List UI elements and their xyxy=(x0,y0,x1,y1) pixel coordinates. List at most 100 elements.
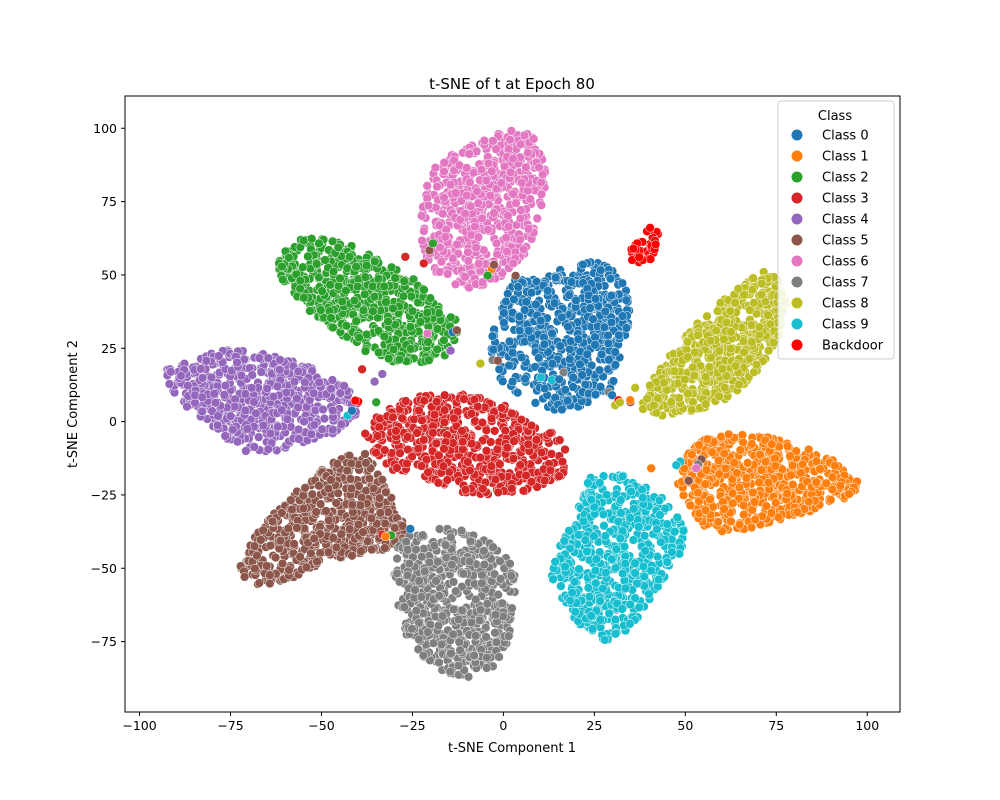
scatter-point xyxy=(397,521,408,531)
scatter-point xyxy=(516,415,527,425)
scatter-point xyxy=(465,536,476,546)
scatter-point xyxy=(496,403,507,413)
scatter-point xyxy=(773,512,784,522)
scatter-point xyxy=(507,484,517,494)
scatter-point xyxy=(844,489,854,499)
scatter-point xyxy=(464,149,474,159)
scatter-point xyxy=(562,396,573,406)
scatter-point xyxy=(197,373,208,383)
scatter-point xyxy=(504,360,514,371)
scatter-point xyxy=(439,166,449,177)
scatter-point xyxy=(459,394,469,404)
scatter-point xyxy=(388,412,398,422)
series-class-2 xyxy=(274,234,462,367)
scatter-point xyxy=(536,189,547,199)
scatter-point xyxy=(460,272,470,282)
scatter-point xyxy=(416,592,427,602)
scatter-point xyxy=(250,563,260,574)
scatter-point xyxy=(267,516,278,527)
scatter-point xyxy=(796,468,806,478)
scatter-point xyxy=(463,256,473,266)
scatter-point xyxy=(713,455,724,466)
scatter-point xyxy=(719,504,729,514)
scatter-point xyxy=(381,297,391,307)
scatter-point xyxy=(434,524,445,534)
scatter-point xyxy=(230,401,240,412)
scatter-point xyxy=(687,450,697,460)
scatter-point xyxy=(417,211,427,221)
scatter-point xyxy=(453,614,464,625)
scatter-point xyxy=(214,351,224,361)
scatter-point xyxy=(375,508,385,518)
scatter-point xyxy=(417,552,427,562)
series-class-1 xyxy=(673,429,862,536)
scatter-point xyxy=(467,617,477,628)
scatter-point xyxy=(748,487,758,498)
scatter-point xyxy=(760,457,771,467)
scatter-point xyxy=(509,294,519,305)
scatter-point xyxy=(326,475,336,485)
scatter-point xyxy=(399,602,409,612)
scatter-point xyxy=(487,331,498,341)
scatter-point xyxy=(782,441,793,451)
scatter-point xyxy=(176,371,186,381)
scatter-point xyxy=(401,396,411,406)
scatter-point xyxy=(707,447,717,457)
scatter-point xyxy=(434,657,444,668)
scatter-point xyxy=(490,610,501,620)
scatter-point xyxy=(374,493,385,503)
scatter-point xyxy=(265,578,275,589)
scatter-point xyxy=(557,404,567,415)
scatter-point xyxy=(414,634,424,645)
scatter-point xyxy=(573,334,584,344)
scatter-point xyxy=(694,440,704,450)
scatter-point xyxy=(366,513,377,524)
scatter-point xyxy=(439,444,449,454)
scatter-point xyxy=(462,190,472,201)
scatter-point xyxy=(454,637,464,647)
scatter-point xyxy=(727,474,737,484)
scatter-point xyxy=(497,598,507,608)
scatter-point xyxy=(577,370,587,380)
scatter-point xyxy=(531,435,542,445)
scatter-point xyxy=(283,523,293,534)
scatter-point xyxy=(770,461,780,471)
scatter-point xyxy=(353,281,363,292)
scatter-point xyxy=(327,375,338,385)
scatter-point xyxy=(499,318,509,328)
scatter-point xyxy=(249,442,259,452)
scatter-point xyxy=(517,352,527,363)
scatter-point xyxy=(743,458,753,468)
scatter-point xyxy=(702,311,712,321)
scatter-point xyxy=(479,546,489,556)
scatter-point xyxy=(419,285,429,295)
scatter-point xyxy=(513,282,523,292)
scatter-point xyxy=(515,325,525,336)
scatter-point xyxy=(258,525,268,535)
scatter-point xyxy=(503,211,513,221)
scatter-point xyxy=(397,413,407,423)
scatter-point xyxy=(529,134,539,144)
scatter-point xyxy=(450,279,461,289)
scatter-point xyxy=(750,514,760,525)
scatter-point xyxy=(298,262,308,272)
scatter-point xyxy=(220,431,230,441)
scatter-point xyxy=(284,253,294,263)
scatter-point xyxy=(429,410,440,420)
scatter-point xyxy=(488,344,498,355)
scatter-point xyxy=(460,208,470,219)
scatter-point xyxy=(361,458,371,468)
scatter-point xyxy=(428,638,439,648)
scatter-point xyxy=(476,605,486,615)
scatter-point xyxy=(754,477,764,488)
scatter-point xyxy=(539,383,550,394)
scatter-point xyxy=(219,390,229,400)
scatter-point xyxy=(451,188,461,198)
scatter-point xyxy=(453,660,464,671)
scatter-point xyxy=(265,428,276,439)
scatter-point xyxy=(566,336,576,346)
scatter-point xyxy=(571,295,581,306)
scatter-point xyxy=(337,296,347,307)
scatter-point xyxy=(502,246,512,257)
scatter-point xyxy=(766,508,777,518)
